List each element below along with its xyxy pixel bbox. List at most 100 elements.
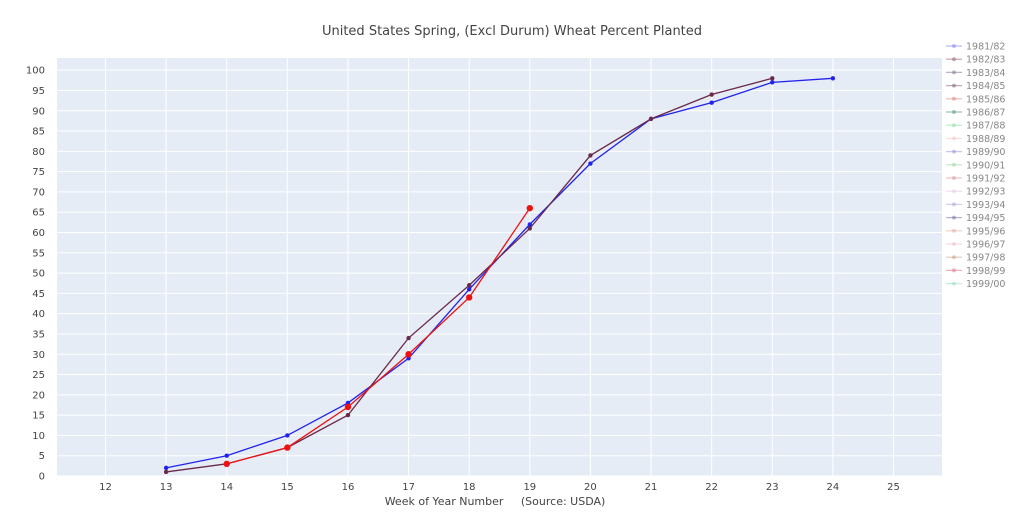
data-point[interactable] xyxy=(770,80,775,85)
data-point[interactable] xyxy=(405,351,412,358)
legend-swatch-marker xyxy=(952,189,956,194)
y-tick-label: 45 xyxy=(32,289,45,300)
legend-item[interactable]: 1989/90 xyxy=(946,147,1005,158)
series-line-21 xyxy=(223,204,534,468)
data-point[interactable] xyxy=(344,403,352,411)
data-point[interactable] xyxy=(285,433,290,438)
data-point[interactable] xyxy=(527,226,533,231)
legend-item[interactable]: 1990/91 xyxy=(946,160,1005,171)
legend-label: 1986/87 xyxy=(966,108,1005,119)
y-tick-label: 55 xyxy=(32,248,45,259)
legend-item[interactable]: 1995/96 xyxy=(946,226,1005,237)
y-tick-label: 75 xyxy=(32,167,45,178)
data-point[interactable] xyxy=(465,294,473,301)
legend-swatch-marker xyxy=(952,162,956,167)
x-tick-label: 22 xyxy=(705,482,718,493)
legend-label: 1981/82 xyxy=(966,42,1005,53)
data-point[interactable] xyxy=(466,283,472,288)
y-tick-label: 90 xyxy=(32,106,45,117)
data-point[interactable] xyxy=(588,153,593,158)
data-point[interactable] xyxy=(648,116,654,122)
legend-item[interactable]: 1993/94 xyxy=(946,200,1005,211)
y-tick-label: 70 xyxy=(32,187,45,198)
y-tick-label: 40 xyxy=(32,309,45,320)
legend-swatch-marker xyxy=(952,70,956,75)
x-tick-label: 19 xyxy=(523,482,536,493)
y-tick-label: 95 xyxy=(32,86,45,97)
data-point[interactable] xyxy=(345,412,351,418)
legend-label: 1989/90 xyxy=(966,147,1005,158)
x-tick-label: 23 xyxy=(766,482,779,493)
legend-label: 1997/98 xyxy=(966,253,1005,264)
plot-background xyxy=(57,58,942,476)
y-tick-label: 100 xyxy=(26,66,45,77)
legend-label: 1993/94 xyxy=(966,200,1005,211)
legend-label: 1985/86 xyxy=(966,94,1005,105)
legend-label: 1988/89 xyxy=(966,134,1005,145)
legend-swatch-marker xyxy=(952,242,956,246)
legend-swatch-marker xyxy=(952,136,956,141)
x-axis-ticks: 12 13 14 15 16 17 18 19 20 21 22 23 24 25 xyxy=(99,482,900,493)
legend-item[interactable]: 1999/00 xyxy=(946,279,1005,290)
grid-lines xyxy=(57,58,942,477)
data-point[interactable] xyxy=(770,76,775,81)
y-tick-label: 0 xyxy=(39,472,45,483)
legend-swatch-marker xyxy=(952,123,956,128)
legend-label: 1982/83 xyxy=(966,55,1005,66)
data-point[interactable] xyxy=(163,469,169,475)
legend-item[interactable]: 1997/98 xyxy=(946,253,1005,264)
data-point[interactable] xyxy=(406,335,411,341)
y-tick-label: 25 xyxy=(32,370,45,381)
data-point[interactable] xyxy=(588,161,593,166)
y-tick-label: 65 xyxy=(32,208,45,219)
legend-swatch-marker xyxy=(952,57,956,62)
legend-label: 1994/95 xyxy=(966,213,1005,224)
y-tick-label: 20 xyxy=(32,390,45,401)
legend-item[interactable]: 1985/86 xyxy=(946,94,1005,105)
legend-item[interactable]: 1982/83 xyxy=(946,55,1005,66)
data-point[interactable] xyxy=(224,453,229,458)
legend-item[interactable]: 1984/85 xyxy=(946,81,1005,92)
x-tick-label: 15 xyxy=(281,482,294,493)
legend-item[interactable]: 1983/84 xyxy=(946,68,1005,79)
legend-swatch-marker xyxy=(952,281,956,286)
legend-item[interactable]: 1987/88 xyxy=(946,121,1005,132)
legend-item[interactable]: 1996/97 xyxy=(946,240,1005,251)
x-tick-label: 20 xyxy=(584,482,597,493)
data-point[interactable] xyxy=(709,92,714,97)
legend-label: 1991/92 xyxy=(966,174,1005,185)
data-point[interactable] xyxy=(466,287,472,292)
data-point[interactable] xyxy=(223,460,230,468)
x-tick-label: 24 xyxy=(827,482,840,493)
legend-label: 1992/93 xyxy=(966,187,1005,198)
y-tick-label: 50 xyxy=(32,269,45,280)
data-point[interactable] xyxy=(527,222,533,227)
legend-swatch-marker xyxy=(952,110,956,114)
x-tick-label: 18 xyxy=(463,482,476,493)
legend[interactable]: 1981/82 1982/83 1983/84 1984/85 1985/86 1986/… xyxy=(946,42,1005,291)
data-point[interactable] xyxy=(709,100,714,105)
legend-item[interactable]: 1986/87 xyxy=(946,108,1005,119)
legend-label: 1990/91 xyxy=(966,160,1005,171)
legend-swatch-marker xyxy=(952,202,956,207)
legend-swatch-marker xyxy=(952,215,956,220)
legend-item[interactable]: 1988/89 xyxy=(946,134,1005,145)
data-point[interactable] xyxy=(526,204,534,212)
data-point[interactable] xyxy=(284,444,291,451)
x-tick-label: 25 xyxy=(887,482,900,493)
legend-label: 1995/96 xyxy=(966,226,1005,237)
legend-item[interactable]: 1992/93 xyxy=(946,187,1005,198)
legend-swatch-marker xyxy=(952,83,956,88)
x-tick-label: 13 xyxy=(160,482,173,493)
legend-item[interactable]: 1998/99 xyxy=(946,266,1005,277)
y-axis-ticks: 0 5 10 15 20 25 30 35 40 45 50 55 60 65 70 75 80 85 90 95 10… xyxy=(26,66,45,483)
data-point[interactable] xyxy=(830,76,836,81)
legend-item[interactable]: 1981/82 xyxy=(946,42,1005,53)
legend-item[interactable]: 1991/92 xyxy=(946,174,1005,185)
data-point[interactable] xyxy=(163,465,169,471)
legend-item[interactable]: 1994/95 xyxy=(946,213,1005,224)
legend-label: 1999/00 xyxy=(966,279,1005,290)
y-tick-label: 30 xyxy=(32,350,45,361)
